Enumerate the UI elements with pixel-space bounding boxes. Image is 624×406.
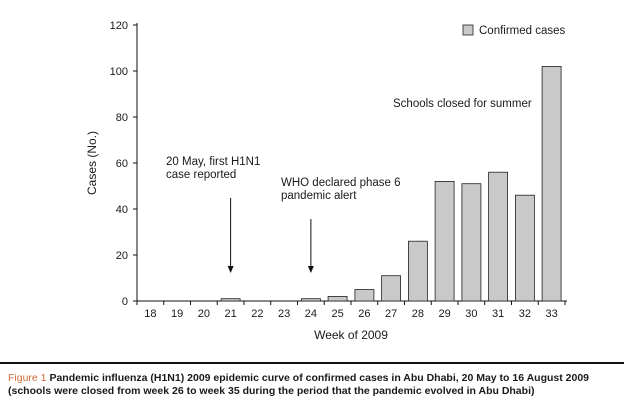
bar-week-24	[300, 298, 321, 302]
x-tick-label: 26	[358, 308, 370, 320]
annotation-first-line: 20 May, first H1N1	[166, 156, 260, 168]
annotation-schools: Schools closed for summer	[393, 98, 532, 110]
x-tick-label: 23	[278, 308, 290, 320]
chart-legend: Confirmed cases	[462, 24, 566, 37]
annotation-who-line: WHO declared phase 6	[281, 177, 401, 189]
annotation-who-line: pandemic alert	[281, 190, 357, 202]
legend-label: Confirmed cases	[479, 25, 566, 37]
annotation-who-arrowhead	[307, 266, 314, 273]
x-tick-label: 21	[225, 308, 237, 320]
x-tick-label: 32	[519, 308, 531, 320]
y-tick-label: 80	[116, 112, 128, 124]
x-tick-label: 24	[305, 308, 317, 320]
bar-week-29	[434, 180, 455, 302]
chart-bars	[220, 66, 562, 302]
chart-labels: Week of 2009 Cases (No.)	[85, 131, 388, 342]
x-tick-label: 28	[412, 308, 424, 320]
y-tick-label: 40	[116, 204, 128, 216]
bar-week-33	[541, 66, 562, 302]
bar-week-30	[461, 183, 482, 302]
y-tick-label: 120	[110, 20, 128, 32]
x-tick-label: 31	[492, 308, 504, 320]
annotation-first-arrowhead	[227, 266, 234, 273]
legend-swatch	[462, 24, 474, 36]
figure-title-line2: (schools were closed from week 26 to wee…	[8, 385, 535, 397]
chart-annotations: 20 May, first H1N1 case reported WHO decla…	[166, 98, 532, 273]
y-tick-label: 20	[116, 250, 128, 262]
bar-week-31	[488, 171, 509, 302]
bar-week-32	[515, 194, 535, 302]
figure-title-line1: Pandemic influenza (H1N1) 2009 epidemic …	[49, 372, 590, 384]
y-tick-label: 60	[116, 158, 128, 170]
bar-week-26	[354, 289, 375, 302]
x-tick-label: 27	[385, 308, 397, 320]
chart-ticks: 0 20 40 60 80 100 120 18 19 20 21 22 23 24 25 26 27 28 29 3…	[110, 20, 566, 320]
annotation-first: 20 May, first H1N1 case reported	[166, 156, 260, 181]
x-tick-label: 33	[546, 308, 558, 320]
x-tick-label: 20	[198, 308, 210, 320]
x-tick-label: 18	[144, 308, 156, 320]
figure-caption: Figure 1 Pandemic influenza (H1N1) 2009 …	[8, 372, 620, 398]
annotation-first-line: case reported	[166, 169, 236, 181]
x-tick-label: 30	[465, 308, 477, 320]
annotation-who: WHO declared phase 6 pandemic alert	[281, 177, 401, 202]
x-tick-label: 29	[439, 308, 451, 320]
y-tick-label: 100	[110, 66, 128, 78]
x-axis-title: Week of 2009	[314, 328, 388, 342]
annotation-schools-line: Schools closed for summer	[393, 98, 532, 110]
bar-week-28	[407, 240, 428, 302]
x-tick-label: 19	[171, 308, 183, 320]
caption-divider	[0, 362, 624, 364]
x-tick-label: 25	[332, 308, 344, 320]
bar-week-27	[381, 275, 402, 302]
y-tick-label: 0	[122, 296, 128, 308]
y-axis-title: Cases (No.)	[85, 131, 99, 195]
x-tick-label: 22	[251, 308, 263, 320]
bar-week-21	[220, 298, 241, 302]
bar-week-25	[327, 295, 348, 302]
figure-label: Figure 1	[8, 372, 47, 384]
